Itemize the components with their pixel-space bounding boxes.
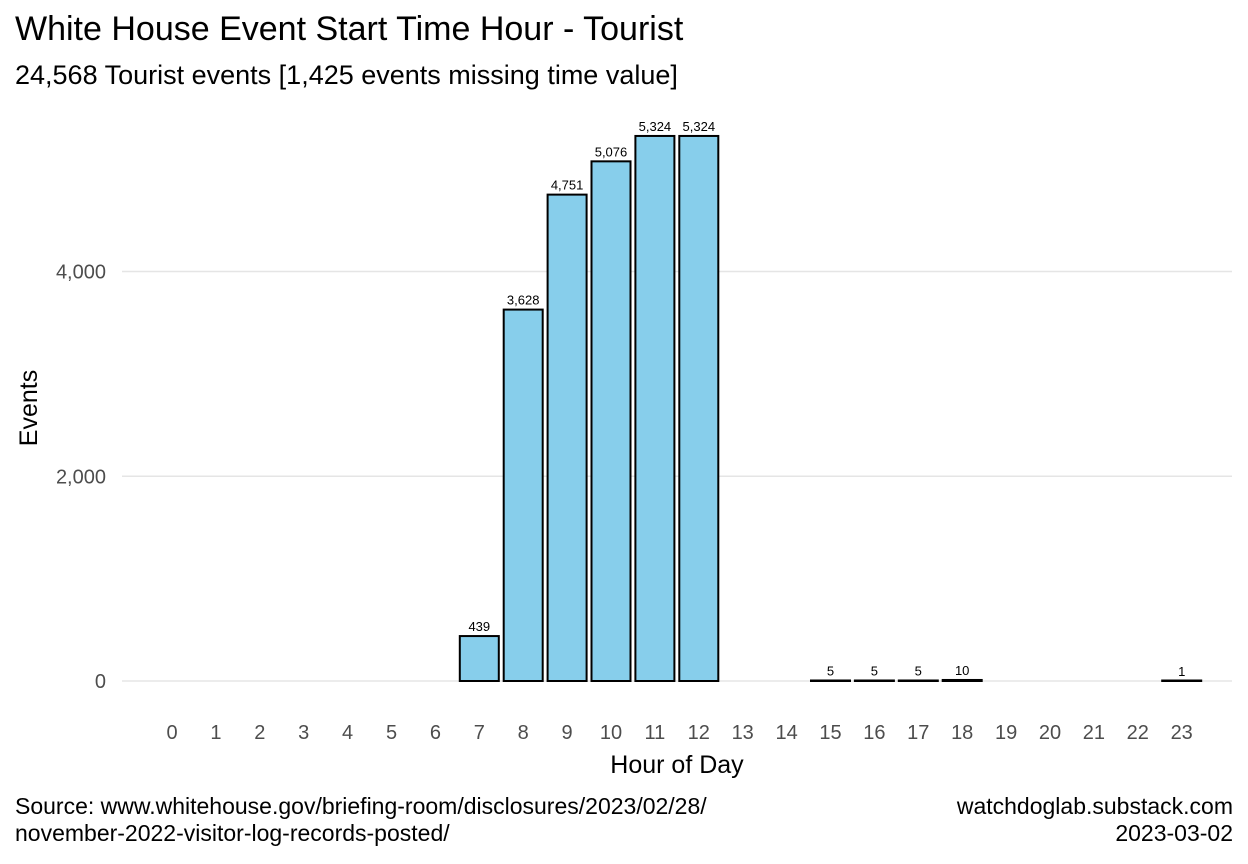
- x-tick-label: 6: [430, 722, 441, 744]
- caption-date: 2023-03-02: [1115, 820, 1233, 846]
- x-tick-label: 8: [518, 722, 529, 744]
- x-axis-title: Hour of Day: [610, 751, 744, 779]
- bar-value-label: 5,324: [683, 119, 716, 134]
- bar: [590, 160, 632, 683]
- bar: [941, 678, 983, 683]
- x-tick-label: 23: [1171, 722, 1193, 744]
- bar: [853, 679, 895, 682]
- x-tick-label: 3: [298, 722, 309, 744]
- y-tick-label: 2,000: [56, 466, 106, 488]
- x-tick-label: 9: [562, 722, 573, 744]
- x-tick-label: 7: [474, 722, 485, 744]
- bar: [502, 308, 544, 682]
- credit-caption: watchdoglab.substack.com 2023-03-02: [957, 793, 1233, 847]
- x-tick-label: 12: [688, 722, 710, 744]
- bar-value-label: 3,628: [507, 293, 540, 308]
- x-tick-label: 15: [819, 722, 841, 744]
- bar: [458, 635, 500, 682]
- x-tick-label: 22: [1127, 722, 1149, 744]
- bar-value-label: 5: [871, 663, 878, 678]
- x-tick-label: 0: [166, 722, 177, 744]
- x-tick-label: 17: [907, 722, 929, 744]
- bar-value-label: 5,324: [639, 119, 672, 134]
- bar-value-label: 1: [1178, 664, 1185, 679]
- x-tick-label: 11: [645, 722, 666, 744]
- chart-subtitle: 24,568 Tourist events [1,425 events miss…: [15, 60, 678, 90]
- bar: [1161, 679, 1203, 682]
- x-tick-label: 2: [254, 722, 265, 744]
- y-tick-label: 0: [95, 671, 106, 693]
- y-axis-title: Events: [15, 370, 43, 446]
- x-tick-label: 10: [600, 722, 622, 744]
- x-axis-ticks: 0 1 2 3 4 5 6 7 8 9 10 11 12 13 14 15 16 17 18 19 20 21 22 23: [166, 722, 1192, 744]
- source-line-1: Source: www.whitehouse.gov/briefing-room…: [15, 793, 707, 819]
- bar-value-label: 439: [468, 619, 490, 634]
- bar: [897, 679, 939, 682]
- bars: [458, 134, 1203, 683]
- bar: [546, 193, 588, 683]
- data-labels: 439 3,628 4,751 5,076 5,324 5,324 5 5 5 10 1: [468, 119, 1185, 679]
- chart-title: White House Event Start Time Hour - Tour…: [15, 10, 684, 48]
- y-tick-label: 4,000: [56, 262, 106, 284]
- x-tick-label: 16: [863, 722, 885, 744]
- bar-value-label: 4,751: [551, 178, 584, 193]
- x-tick-label: 5: [386, 722, 397, 744]
- x-tick-label: 13: [732, 722, 754, 744]
- x-tick-label: 18: [951, 722, 973, 744]
- x-tick-label: 21: [1083, 722, 1105, 744]
- bar-value-label: 5: [827, 663, 834, 678]
- bar: [678, 134, 720, 682]
- x-tick-label: 19: [995, 722, 1017, 744]
- bar: [810, 679, 851, 682]
- bar-value-label: 5,076: [595, 144, 628, 159]
- x-tick-label: 14: [775, 722, 797, 744]
- x-tick-label: 1: [210, 722, 221, 744]
- source-line-2: november-2022-visitor-log-records-posted…: [15, 820, 450, 846]
- x-tick-label: 4: [342, 722, 353, 744]
- bar-value-label: 5: [915, 663, 922, 678]
- x-tick-label: 20: [1039, 722, 1061, 744]
- gridlines: [122, 270, 1232, 682]
- y-axis-ticks: 0 2,000 4,000: [56, 262, 106, 694]
- site-credit: watchdoglab.substack.com: [956, 793, 1233, 819]
- bar: [634, 134, 676, 682]
- bar-value-label: 10: [955, 663, 969, 678]
- source-caption: Source: www.whitehouse.gov/briefing-room…: [15, 793, 707, 847]
